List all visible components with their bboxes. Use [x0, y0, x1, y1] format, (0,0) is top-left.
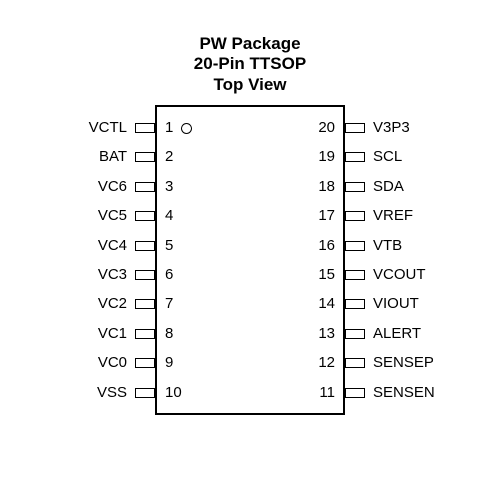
package-title-block: PW Package 20-Pin TTSOP Top View	[0, 34, 500, 95]
pin-number-15: 15	[318, 265, 335, 285]
pin-lead-11	[345, 388, 365, 398]
pin-label-2: BAT	[99, 147, 127, 167]
pin-label-19: SCL	[373, 147, 402, 167]
pin-lead-3	[135, 182, 155, 192]
pin-number-12: 12	[318, 353, 335, 373]
pin-label-3: VC6	[98, 177, 127, 197]
pin-label-13: ALERT	[373, 324, 421, 344]
pin-lead-14	[345, 299, 365, 309]
pin-label-11: SENSEN	[373, 383, 435, 403]
pin-number-3: 3	[165, 177, 173, 197]
pin-label-10: VSS	[97, 383, 127, 403]
pin-number-10: 10	[165, 383, 182, 403]
pin-number-19: 19	[318, 147, 335, 167]
pin-label-15: VCOUT	[373, 265, 426, 285]
pin-lead-6	[135, 270, 155, 280]
pin-lead-13	[345, 329, 365, 339]
pin-label-1: VCTL	[89, 118, 127, 138]
pin-number-16: 16	[318, 236, 335, 256]
pin-number-2: 2	[165, 147, 173, 167]
pin-label-6: VC3	[98, 265, 127, 285]
pin-label-5: VC4	[98, 236, 127, 256]
pin-lead-1	[135, 123, 155, 133]
pin-lead-8	[135, 329, 155, 339]
pin-number-9: 9	[165, 353, 173, 373]
pin1-marker-icon	[181, 123, 192, 134]
pin-number-1: 1	[165, 118, 173, 138]
pin-label-17: VREF	[373, 206, 413, 226]
pin-lead-16	[345, 241, 365, 251]
pin-lead-4	[135, 211, 155, 221]
pin-lead-20	[345, 123, 365, 133]
pin-number-14: 14	[318, 294, 335, 314]
pin-lead-2	[135, 152, 155, 162]
pin-label-9: VC0	[98, 353, 127, 373]
pin-lead-10	[135, 388, 155, 398]
pin-label-4: VC5	[98, 206, 127, 226]
chip-outline	[155, 105, 345, 415]
pin-lead-17	[345, 211, 365, 221]
pin-lead-12	[345, 358, 365, 368]
pin-lead-7	[135, 299, 155, 309]
pin-number-6: 6	[165, 265, 173, 285]
pin-number-18: 18	[318, 177, 335, 197]
pin-label-12: SENSEP	[373, 353, 434, 373]
pin-label-14: VIOUT	[373, 294, 419, 314]
pin-number-20: 20	[318, 118, 335, 138]
title-line-1: PW Package	[0, 34, 500, 54]
title-line-3: Top View	[0, 75, 500, 95]
pin-lead-5	[135, 241, 155, 251]
title-line-2: 20-Pin TTSOP	[0, 54, 500, 74]
pin-label-16: VTB	[373, 236, 402, 256]
pin-number-13: 13	[318, 324, 335, 344]
pin-lead-19	[345, 152, 365, 162]
pin-number-11: 11	[319, 383, 335, 403]
pin-lead-9	[135, 358, 155, 368]
pin-number-5: 5	[165, 236, 173, 256]
pin-number-7: 7	[165, 294, 173, 314]
pin-number-8: 8	[165, 324, 173, 344]
pin-number-17: 17	[318, 206, 335, 226]
pin-label-8: VC1	[98, 324, 127, 344]
pin-label-7: VC2	[98, 294, 127, 314]
pin-lead-15	[345, 270, 365, 280]
pin-number-4: 4	[165, 206, 173, 226]
pin-label-18: SDA	[373, 177, 404, 197]
pin-lead-18	[345, 182, 365, 192]
pin-label-20: V3P3	[373, 118, 410, 138]
